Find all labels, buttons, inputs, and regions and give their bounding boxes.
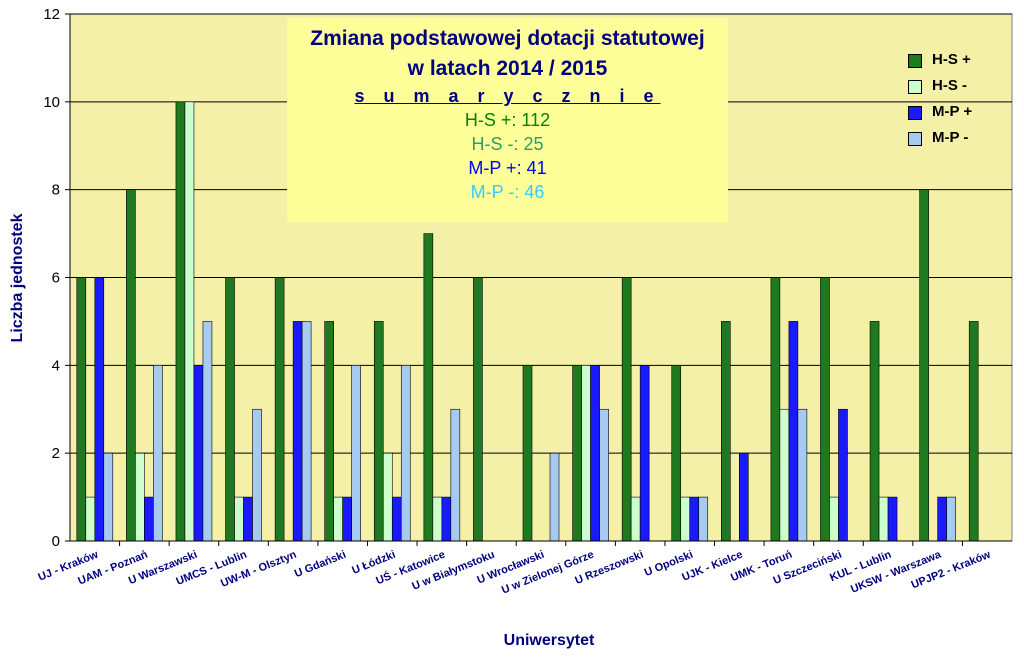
bar xyxy=(94,277,105,542)
bar xyxy=(820,277,830,542)
bar xyxy=(522,365,533,542)
bar xyxy=(621,277,632,542)
bar xyxy=(639,365,650,542)
x-tick-label: U Gdański xyxy=(293,549,348,581)
legend: H-S + H-S - M-P + M-P - xyxy=(902,44,1000,156)
chart-title-line-1: Zmiana podstawowej dotacji statutowej xyxy=(310,27,705,50)
bar xyxy=(878,496,889,542)
y-tick-label: 10 xyxy=(43,94,60,111)
y-tick-label: 12 xyxy=(43,6,60,23)
bar xyxy=(739,452,749,542)
bar xyxy=(590,365,600,542)
bar xyxy=(85,496,96,542)
y-tick-label: 0 xyxy=(52,533,60,550)
chart-subtitle: s u m a r y c z n i e xyxy=(354,86,661,106)
legend-swatch xyxy=(908,132,922,146)
bar xyxy=(144,496,154,542)
bar xyxy=(450,408,461,542)
bar xyxy=(153,365,163,542)
bar xyxy=(274,277,285,542)
bar xyxy=(946,496,956,542)
y-tick-label: 4 xyxy=(52,357,60,374)
bar xyxy=(243,496,253,542)
bar xyxy=(373,321,384,542)
chart-title-line-2: w latach 2014 / 2015 xyxy=(407,57,608,80)
bar xyxy=(887,496,898,542)
bar xyxy=(441,496,452,542)
bar xyxy=(126,189,136,542)
summary-hs-plus: H-S +: 112 xyxy=(464,110,551,130)
bar xyxy=(698,496,709,542)
bar xyxy=(225,277,235,542)
y-tick-label: 8 xyxy=(52,182,60,199)
bar xyxy=(76,277,87,542)
bar xyxy=(234,496,244,542)
bar xyxy=(919,189,929,542)
bar xyxy=(937,496,947,542)
legend-swatch xyxy=(908,54,922,68)
bar xyxy=(400,365,411,542)
bar xyxy=(689,496,700,542)
bar xyxy=(968,321,979,542)
legend-swatch xyxy=(908,80,922,94)
bar xyxy=(184,101,195,542)
y-tick-label: 2 xyxy=(52,445,60,462)
summary-mp-minus: M-P -: 46 xyxy=(470,182,545,202)
legend-label: M-P + xyxy=(932,103,973,120)
bar xyxy=(292,321,303,542)
bar xyxy=(301,321,312,542)
x-axis-label: Uniwersytet xyxy=(504,632,595,649)
bar xyxy=(423,233,434,542)
bar xyxy=(252,408,262,542)
bar xyxy=(630,496,641,542)
bar xyxy=(333,496,343,542)
legend-label: H-S + xyxy=(932,51,971,68)
bar xyxy=(473,277,483,542)
y-axis-label: Liczba jednostek xyxy=(9,213,26,342)
bar xyxy=(432,496,443,542)
bar xyxy=(721,321,731,542)
bar xyxy=(829,496,839,542)
bar xyxy=(391,496,402,542)
bar xyxy=(770,277,781,542)
bar xyxy=(581,365,591,542)
bar xyxy=(797,408,808,542)
legend-label: M-P - xyxy=(932,129,969,146)
bar xyxy=(175,101,186,542)
bar xyxy=(324,321,334,542)
bar xyxy=(680,496,691,542)
bar xyxy=(342,496,352,542)
chart-title-box: Zmiana podstawowej dotacji statutowej w … xyxy=(287,18,728,222)
bar xyxy=(572,365,582,542)
bar xyxy=(135,452,145,542)
bar xyxy=(103,452,114,542)
bar xyxy=(549,452,560,542)
bar xyxy=(838,408,848,542)
bar xyxy=(351,365,361,542)
summary-hs-minus: H-S -: 25 xyxy=(471,134,544,154)
bar xyxy=(671,365,682,542)
bar xyxy=(193,365,204,542)
legend-swatch xyxy=(908,106,922,120)
bar xyxy=(599,408,609,542)
bar xyxy=(869,321,880,542)
bar xyxy=(202,321,213,542)
summary-mp-plus: M-P +: 41 xyxy=(468,158,547,178)
bar xyxy=(382,452,393,542)
bar xyxy=(788,321,799,542)
y-tick-labels: 0 2 4 6 8 10 12 xyxy=(43,6,70,550)
legend-label: H-S - xyxy=(932,77,967,94)
bars xyxy=(76,101,979,542)
bar xyxy=(779,408,790,542)
y-tick-label: 6 xyxy=(52,270,60,287)
x-tick-label: U w Białymstoku xyxy=(410,549,496,593)
